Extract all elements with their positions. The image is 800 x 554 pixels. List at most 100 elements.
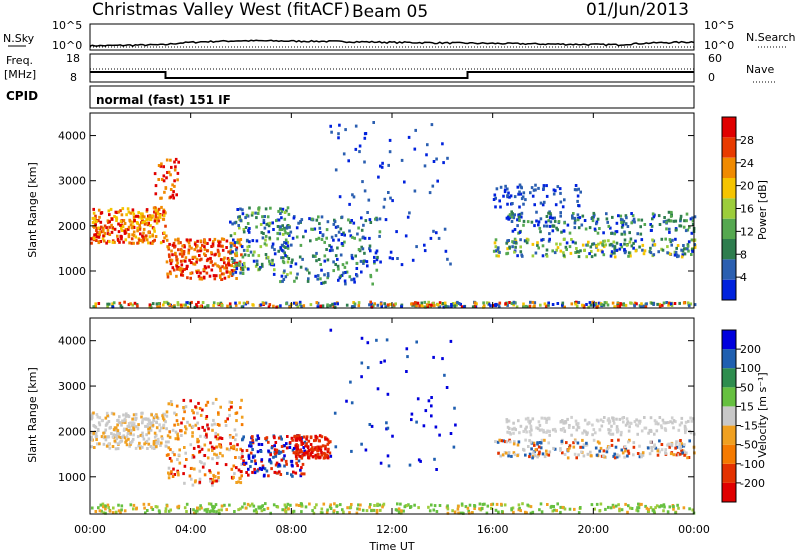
velocity-cell bbox=[228, 503, 231, 507]
power-cell bbox=[354, 254, 357, 258]
power-cell bbox=[460, 305, 464, 309]
power-cell bbox=[411, 258, 415, 262]
power-cell bbox=[300, 218, 304, 222]
power-cell bbox=[181, 244, 184, 248]
power-cell bbox=[351, 305, 354, 308]
velocity-cell bbox=[123, 509, 127, 513]
power-cell bbox=[519, 192, 523, 196]
velocity-cell bbox=[512, 451, 516, 455]
velocity-cell bbox=[537, 445, 541, 449]
velocity-cell bbox=[612, 421, 616, 425]
velocity-cell bbox=[260, 443, 264, 446]
velocity-cell bbox=[683, 424, 687, 428]
velocity-cell bbox=[183, 410, 186, 414]
nave-label: Nave bbox=[746, 63, 774, 76]
velocity-cell bbox=[162, 426, 165, 430]
velocity-cell bbox=[525, 425, 528, 429]
power-cell bbox=[262, 302, 266, 305]
power-cell bbox=[334, 263, 337, 266]
power-cell bbox=[177, 248, 180, 252]
power-cell bbox=[230, 264, 233, 268]
power-cell bbox=[264, 234, 268, 238]
velocity-cell bbox=[617, 454, 621, 458]
power-cell bbox=[127, 233, 131, 237]
power-cell bbox=[323, 240, 326, 244]
power-cell bbox=[368, 244, 372, 248]
power-cell bbox=[278, 232, 282, 236]
velocity-cell bbox=[205, 415, 209, 418]
velocity-cell bbox=[156, 437, 160, 441]
power-cell bbox=[641, 243, 645, 247]
power-cell bbox=[222, 237, 226, 241]
velocity-cell bbox=[267, 449, 270, 453]
power-cell bbox=[286, 240, 289, 244]
power-cell bbox=[366, 264, 369, 268]
velocity-cell bbox=[214, 503, 218, 507]
power-cell bbox=[123, 222, 127, 225]
power-cell bbox=[341, 244, 345, 247]
power-cell bbox=[679, 224, 683, 228]
power-cell bbox=[220, 237, 224, 241]
power-cell bbox=[559, 200, 563, 204]
velocity-cell bbox=[167, 472, 171, 476]
power-cell bbox=[165, 238, 169, 242]
velocity-cell bbox=[192, 411, 195, 415]
power-cell bbox=[246, 222, 250, 225]
power-cell bbox=[196, 271, 199, 275]
velocity-cell bbox=[486, 504, 490, 508]
power-cell bbox=[573, 188, 577, 192]
velocity-cell bbox=[209, 441, 212, 445]
velocity-cell bbox=[647, 509, 650, 513]
power-cell bbox=[520, 215, 523, 219]
velocity-cell bbox=[528, 455, 531, 459]
power-cell bbox=[512, 300, 516, 304]
velocity-cell bbox=[205, 510, 209, 514]
power-cell bbox=[100, 211, 104, 215]
power-cell bbox=[640, 302, 643, 306]
power-cell bbox=[163, 190, 166, 194]
power-cell bbox=[690, 231, 694, 235]
velocity-cell bbox=[286, 435, 289, 438]
power-cell bbox=[238, 226, 241, 230]
velocity-cell bbox=[593, 507, 596, 511]
power-cell bbox=[389, 250, 393, 254]
velocity-cell bbox=[551, 428, 555, 432]
velocity-cell bbox=[457, 511, 460, 515]
velocity-cell bbox=[667, 421, 670, 424]
power-cell bbox=[497, 303, 501, 307]
power-cell bbox=[573, 221, 577, 225]
velocity-cell bbox=[324, 447, 327, 451]
velocity-cell bbox=[607, 505, 610, 509]
velocity-cell bbox=[232, 464, 236, 468]
velocity-cell bbox=[207, 502, 211, 506]
velocity-cell bbox=[614, 445, 618, 449]
power-cell bbox=[372, 121, 375, 124]
velocity-cell bbox=[323, 454, 327, 458]
velocity-cell bbox=[301, 462, 305, 466]
velocity-cell bbox=[131, 417, 134, 421]
cpid-panel: CPID normal (fast) 151 IF bbox=[6, 85, 695, 109]
velocity-cell bbox=[590, 503, 594, 507]
velocity-cell bbox=[313, 439, 316, 443]
power-cell bbox=[96, 230, 99, 234]
velocity-cell bbox=[508, 438, 511, 442]
power-cell bbox=[381, 161, 384, 165]
power-cell bbox=[685, 219, 688, 223]
velocity-cell bbox=[409, 505, 413, 509]
power-cell bbox=[591, 242, 594, 246]
power-cell bbox=[400, 263, 404, 267]
power-cell bbox=[542, 238, 545, 241]
power-cell bbox=[208, 238, 212, 242]
power-cell bbox=[367, 198, 371, 202]
power-cell bbox=[679, 219, 682, 223]
velocity-cell bbox=[129, 431, 132, 435]
velocity-cell bbox=[296, 450, 299, 454]
velocity-cell bbox=[334, 445, 338, 449]
power-cell bbox=[630, 244, 634, 248]
power-cell bbox=[110, 230, 114, 234]
power-cell bbox=[329, 124, 332, 128]
velocity-cell bbox=[256, 450, 260, 454]
power-cell bbox=[149, 218, 153, 222]
velocity-cell bbox=[297, 436, 301, 440]
power-cell bbox=[338, 276, 342, 280]
